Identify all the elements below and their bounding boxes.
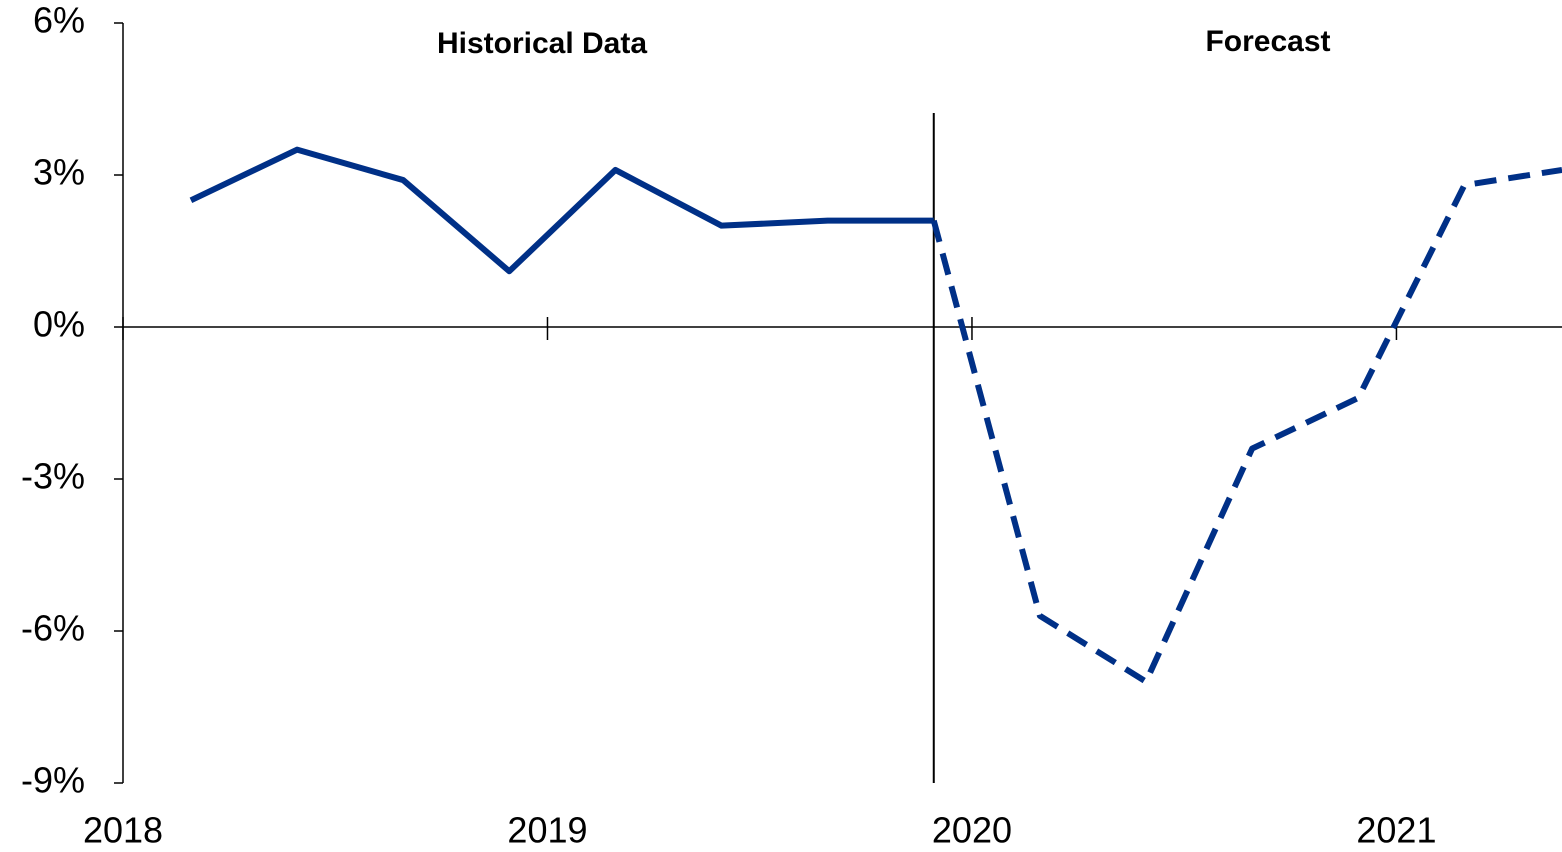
x-tick-label: 2018: [83, 810, 163, 851]
x-tick-label: 2021: [1356, 810, 1436, 851]
annotation: Historical Data: [437, 27, 647, 60]
y-tick-label: -9%: [21, 760, 85, 801]
y-tick-label: -3%: [21, 456, 85, 497]
x-tick-label: 2019: [507, 810, 587, 851]
x-tick-label: 2020: [932, 810, 1012, 851]
y-tick-label: 0%: [33, 304, 85, 345]
y-tick-label: 6%: [33, 0, 85, 41]
y-tick-label: 3%: [33, 152, 85, 193]
y-tick-label: -6%: [21, 608, 85, 649]
series-line: [930, 166, 1562, 685]
series-line: [189, 146, 934, 275]
annotation: Forecast: [1205, 25, 1330, 58]
